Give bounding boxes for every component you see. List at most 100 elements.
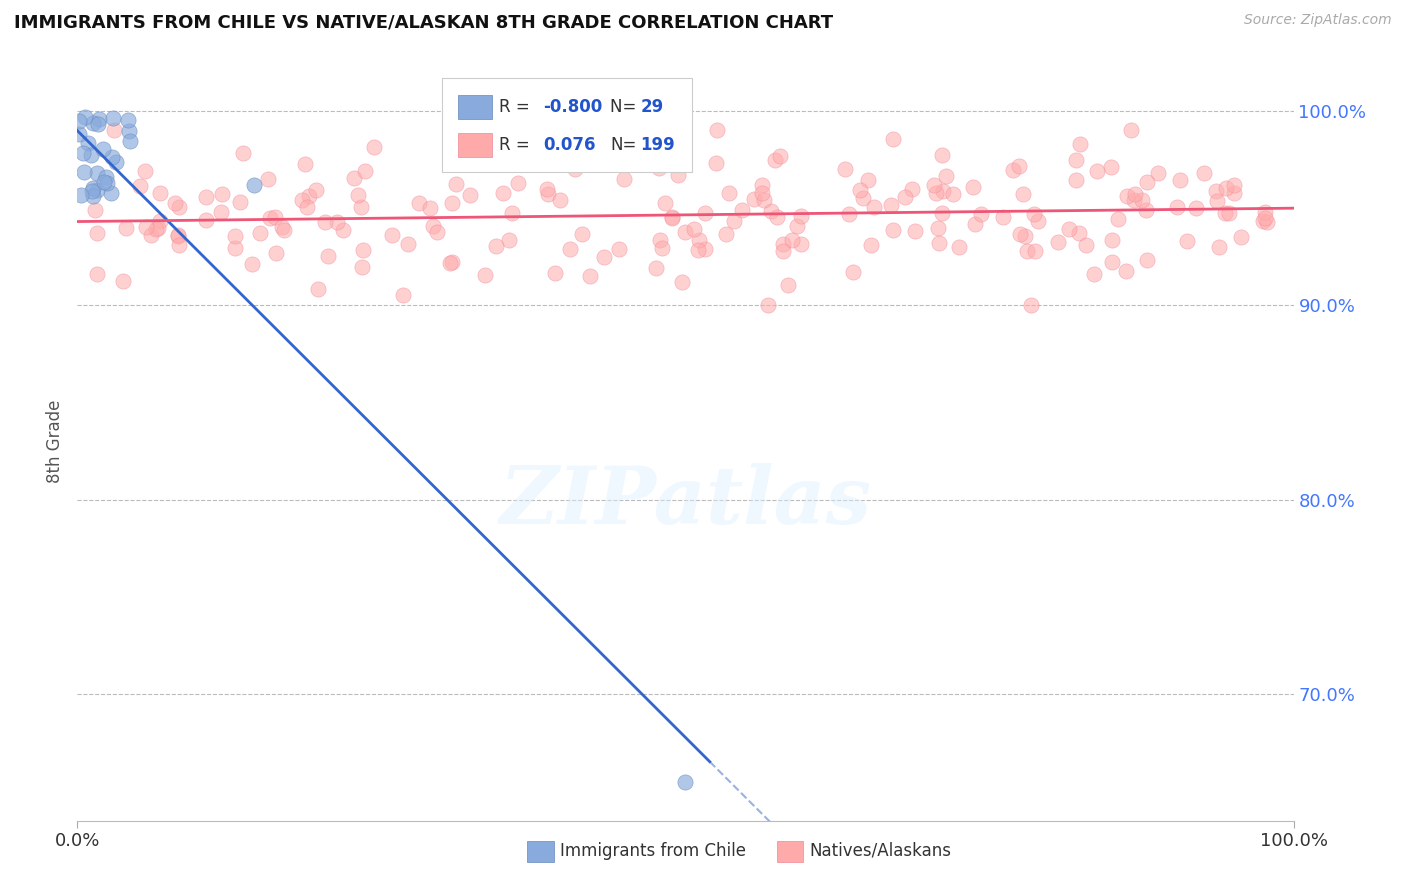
Point bbox=[259, 211, 281, 225]
Point bbox=[1099, 160, 1122, 174]
Point bbox=[291, 193, 314, 207]
Point bbox=[195, 190, 218, 204]
Point bbox=[1024, 207, 1046, 221]
Point bbox=[1185, 201, 1208, 215]
Point bbox=[1215, 181, 1237, 195]
Point bbox=[167, 200, 190, 214]
Point bbox=[363, 140, 385, 154]
Point bbox=[1057, 222, 1080, 236]
Point bbox=[1064, 173, 1087, 187]
Point bbox=[1024, 244, 1046, 259]
Point bbox=[249, 226, 271, 240]
Point bbox=[758, 298, 780, 312]
Point bbox=[654, 196, 676, 211]
Point bbox=[903, 224, 925, 238]
Point bbox=[723, 213, 745, 227]
Point bbox=[942, 187, 965, 202]
Text: N=: N= bbox=[610, 136, 637, 154]
Point bbox=[1222, 178, 1244, 192]
Point bbox=[1130, 193, 1153, 207]
Point bbox=[1046, 235, 1069, 249]
Point bbox=[661, 211, 683, 226]
Point bbox=[325, 215, 347, 229]
Point bbox=[925, 186, 948, 201]
Point bbox=[273, 223, 295, 237]
Point bbox=[104, 154, 127, 169]
Point bbox=[963, 217, 986, 231]
Point bbox=[444, 177, 467, 191]
Point bbox=[163, 196, 186, 211]
Point bbox=[790, 237, 813, 252]
Point bbox=[860, 238, 883, 252]
Point bbox=[347, 188, 370, 202]
Point bbox=[224, 229, 246, 244]
Point bbox=[86, 166, 108, 180]
Point bbox=[1122, 193, 1144, 207]
FancyBboxPatch shape bbox=[776, 841, 803, 863]
Point bbox=[89, 112, 111, 127]
Point bbox=[862, 200, 884, 214]
Point bbox=[485, 238, 508, 252]
Point bbox=[294, 157, 316, 171]
Point bbox=[134, 164, 156, 178]
Point bbox=[688, 233, 710, 247]
Point bbox=[93, 175, 115, 189]
Point bbox=[139, 227, 162, 242]
Point bbox=[266, 246, 288, 260]
Point bbox=[759, 203, 782, 218]
Point bbox=[932, 184, 955, 198]
Point bbox=[1213, 206, 1236, 220]
Point bbox=[1067, 226, 1090, 240]
Point bbox=[834, 162, 856, 177]
Point bbox=[342, 170, 364, 185]
Point bbox=[440, 254, 463, 268]
Point bbox=[603, 123, 626, 137]
Point bbox=[1254, 211, 1277, 225]
Point bbox=[419, 201, 441, 215]
Point bbox=[75, 111, 97, 125]
Point bbox=[935, 169, 957, 183]
Point bbox=[901, 182, 924, 196]
Point bbox=[1014, 228, 1036, 243]
Text: IMMIGRANTS FROM CHILE VS NATIVE/ALASKAN 8TH GRADE CORRELATION CHART: IMMIGRANTS FROM CHILE VS NATIVE/ALASKAN … bbox=[14, 13, 834, 31]
Point bbox=[145, 222, 167, 236]
Point bbox=[927, 221, 949, 235]
Point bbox=[80, 148, 103, 162]
Point bbox=[135, 220, 157, 235]
Point bbox=[695, 206, 717, 220]
Point bbox=[536, 181, 558, 195]
Point bbox=[295, 200, 318, 214]
Point bbox=[661, 153, 683, 167]
Point bbox=[354, 164, 377, 178]
Point bbox=[381, 227, 404, 242]
Point bbox=[111, 274, 134, 288]
Point bbox=[270, 220, 292, 235]
Point bbox=[1026, 214, 1049, 228]
Point bbox=[970, 207, 993, 221]
Point bbox=[838, 207, 860, 221]
Text: Source: ZipAtlas.com: Source: ZipAtlas.com bbox=[1244, 13, 1392, 28]
Point bbox=[1230, 229, 1253, 244]
Point bbox=[73, 165, 96, 179]
Point bbox=[146, 220, 169, 235]
Point bbox=[209, 205, 232, 219]
Point bbox=[1119, 123, 1142, 137]
Point bbox=[558, 243, 581, 257]
Point bbox=[332, 223, 354, 237]
Point bbox=[931, 206, 953, 220]
Point bbox=[232, 146, 254, 161]
Point bbox=[441, 196, 464, 211]
Point bbox=[117, 113, 139, 128]
Point bbox=[1017, 244, 1039, 259]
Point bbox=[408, 195, 430, 210]
Point bbox=[91, 142, 114, 156]
Point bbox=[1008, 159, 1031, 173]
Text: 29: 29 bbox=[640, 98, 664, 116]
Point bbox=[1218, 206, 1240, 220]
Point bbox=[882, 222, 904, 236]
Point bbox=[852, 191, 875, 205]
Point bbox=[352, 244, 374, 258]
Point bbox=[686, 243, 709, 257]
Point bbox=[298, 189, 321, 203]
Point bbox=[1206, 194, 1229, 208]
